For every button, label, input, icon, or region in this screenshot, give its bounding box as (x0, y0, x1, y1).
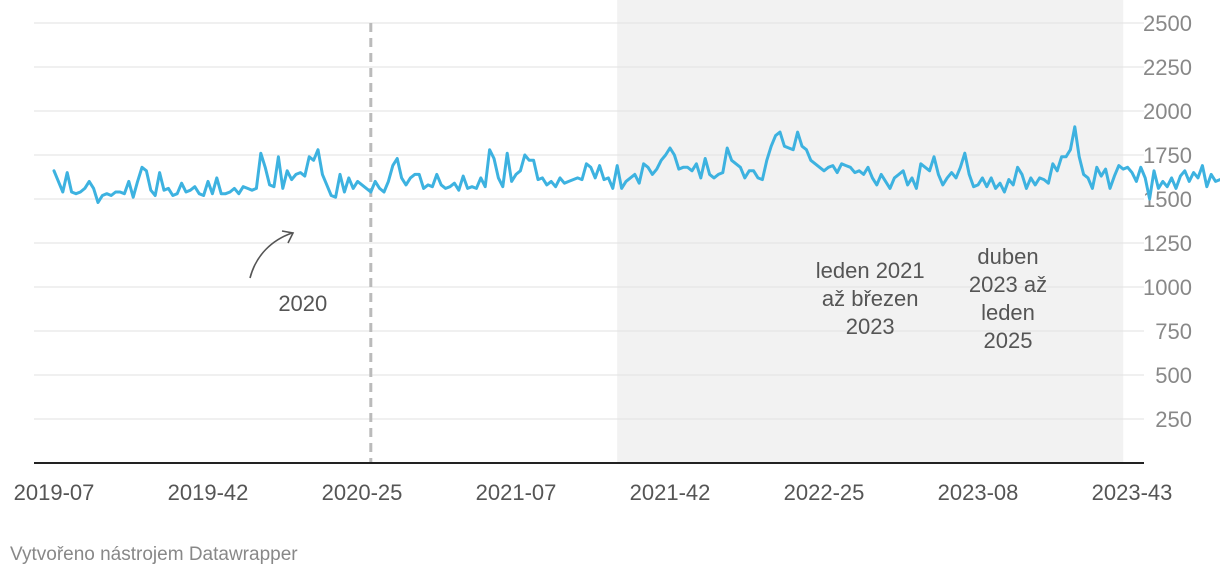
annotation-line: leden (981, 300, 1035, 325)
annotation-right-label: duben 2023 až leden 2025 (969, 244, 1047, 353)
annotation-shaded-label: leden 2021 až březen 2023 (816, 258, 925, 339)
annotation-arrowhead (281, 230, 295, 244)
x-tick-label: 2019-42 (168, 480, 249, 505)
x-tick-label: 2021-42 (630, 480, 711, 505)
y-tick-label: 1000 (1143, 275, 1192, 300)
y-tick-label: 2000 (1143, 99, 1192, 124)
annotation-line: až březen (822, 286, 919, 311)
annotation-arrow (249, 232, 293, 279)
annotation-2020-label: 2020 (278, 291, 327, 316)
shaded-period (617, 0, 1124, 463)
annotation-line: duben (977, 244, 1038, 269)
annotation-2020: 2020 (249, 230, 327, 316)
y-tick-label: 1250 (1143, 231, 1192, 256)
x-tick-label: 2022-25 (784, 480, 865, 505)
annotation-line: 2023 (846, 314, 895, 339)
y-tick-label: 250 (1155, 407, 1192, 432)
y-tick-label: 1750 (1143, 143, 1192, 168)
x-tick-label: 2021-07 (476, 480, 557, 505)
annotation-line: leden 2021 (816, 258, 925, 283)
x-axis: 2019-07 2019-42 2020-25 2021-07 2021-42 2022-… (14, 480, 1173, 505)
y-tick-label: 500 (1155, 363, 1192, 388)
series-line (52, 125, 1220, 204)
y-tick-label: 2250 (1143, 55, 1192, 80)
y-tick-label: 2500 (1143, 11, 1192, 36)
x-tick-label: 2020-25 (322, 480, 403, 505)
annotation-line: 2025 (984, 328, 1033, 353)
x-tick-label: 2023-43 (1092, 480, 1173, 505)
x-tick-label: 2023-08 (938, 480, 1019, 505)
credit-text: Vytvořeno nástrojem Datawrapper (10, 544, 298, 565)
x-tick-label: 2019-07 (14, 480, 95, 505)
annotation-line: 2023 až (969, 272, 1047, 297)
grid-lines (34, 22, 1144, 420)
y-tick-label: 750 (1155, 319, 1192, 344)
